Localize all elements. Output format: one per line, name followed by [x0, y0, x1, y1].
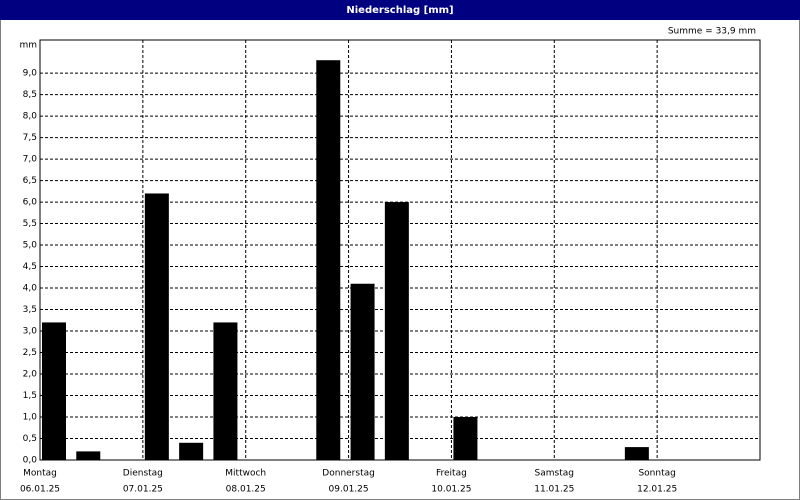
title-bar — [0, 0, 800, 20]
y-tick-label: 5,0 — [23, 241, 38, 251]
y-tick-label: 7,0 — [23, 155, 38, 165]
y-tick-label: 3,0 — [23, 327, 38, 337]
x-day-label: Freitag — [436, 469, 467, 479]
y-tick-label: 6,0 — [23, 198, 38, 208]
bar — [316, 60, 341, 460]
y-tick-label: 6,5 — [23, 176, 37, 186]
x-day-label: Donnerstag — [322, 469, 375, 479]
y-tick-label: 2,5 — [23, 348, 37, 358]
x-day-label: Sonntag — [638, 469, 675, 479]
x-date-label: 08.01.25 — [226, 485, 266, 495]
y-tick-label: 9,0 — [23, 69, 38, 79]
sum-annotation: Summe = 33,9 mm — [668, 27, 756, 37]
x-day-label: Montag — [23, 469, 57, 479]
bar — [350, 283, 375, 460]
y-tick-label: 8,0 — [23, 112, 38, 122]
x-date-label: 07.01.25 — [123, 485, 163, 495]
y-tick-label: 0,0 — [23, 456, 38, 466]
bar — [624, 447, 649, 460]
x-day-label: Mittwoch — [225, 469, 266, 479]
bar — [453, 417, 478, 460]
y-tick-label: 4,5 — [23, 262, 37, 272]
bar — [213, 322, 238, 460]
bar — [76, 451, 101, 460]
bar — [384, 202, 409, 460]
x-day-label: Dienstag — [123, 469, 163, 479]
bar — [42, 322, 66, 460]
y-tick-label: 5,5 — [23, 219, 37, 229]
y-tick-label: 1,5 — [23, 391, 37, 401]
y-tick-label: 0,5 — [23, 434, 37, 444]
y-tick-label: 4,0 — [23, 284, 38, 294]
x-date-label: 06.01.25 — [20, 485, 60, 495]
bar — [144, 193, 169, 461]
x-date-label: 09.01.25 — [329, 485, 369, 495]
x-date-label: 10.01.25 — [431, 485, 471, 495]
y-tick-label: 2,0 — [23, 370, 38, 380]
y-tick-label: 8,5 — [23, 90, 37, 100]
y-axis-label: mm — [19, 41, 37, 51]
chart-title: Niederschlag [mm] — [346, 5, 453, 16]
y-tick-label: 3,5 — [23, 305, 37, 315]
x-day-label: Samstag — [535, 469, 574, 479]
x-date-label: 12.01.25 — [637, 485, 677, 495]
x-date-label: 11.01.25 — [534, 485, 574, 495]
bar — [179, 442, 204, 460]
y-tick-label: 1,0 — [23, 413, 38, 423]
y-tick-label: 7,5 — [23, 133, 37, 143]
